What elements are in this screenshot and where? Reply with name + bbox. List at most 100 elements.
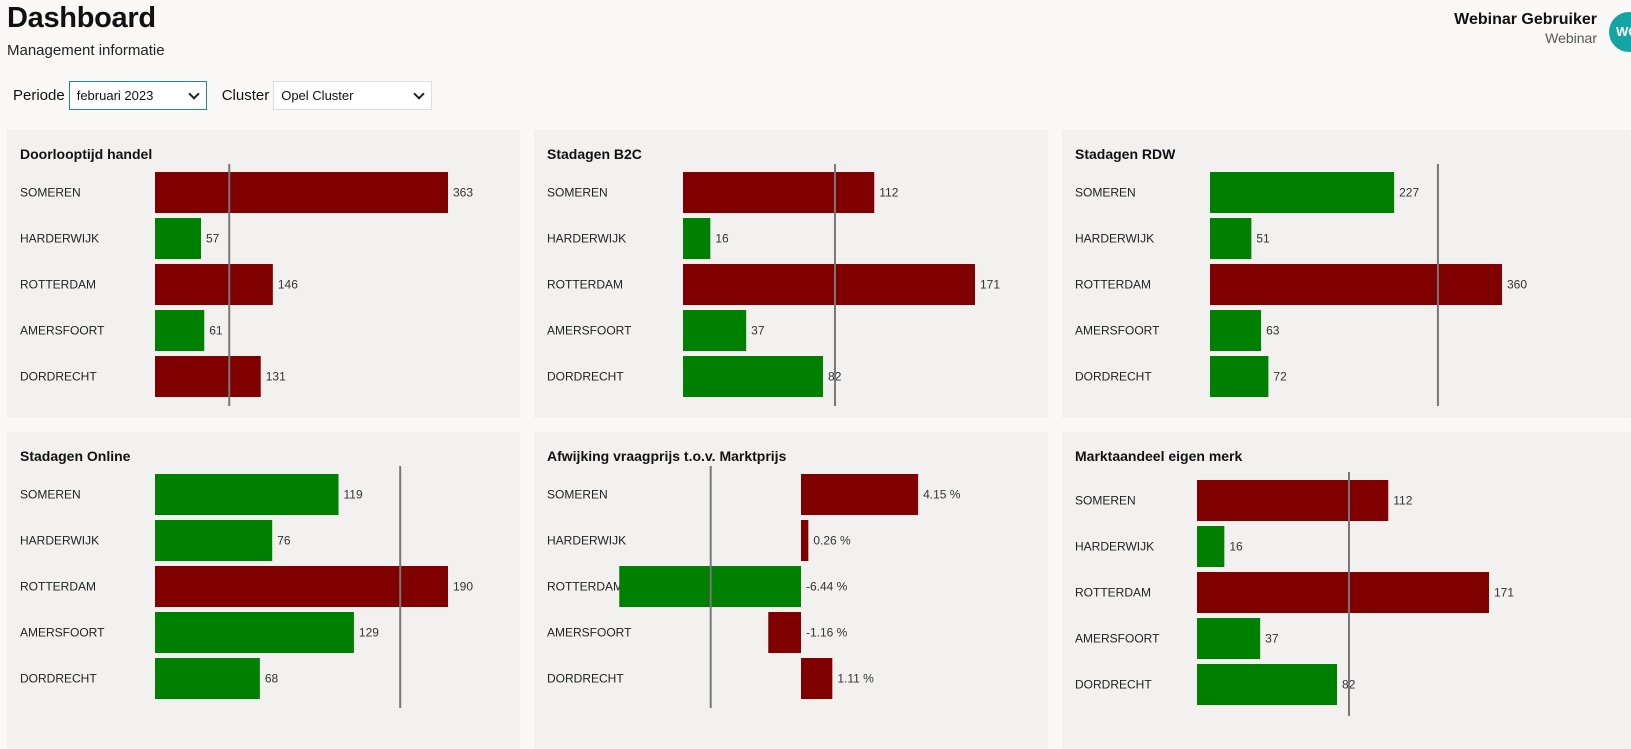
value-label: 227 <box>1399 186 1419 200</box>
periode-select[interactable]: februari 2023 <box>68 81 207 110</box>
bar <box>155 356 261 397</box>
bar <box>1210 218 1252 259</box>
bar <box>1210 264 1502 305</box>
chart-afwijking-vraagprijs: SOMEREN 4.15 % HARDERWIJK 0.26 % ROTTERDAM -6… <box>547 466 961 708</box>
panel-stadagen-rdw: Stadagen RDW SOMEREN 227 HARDERWIJK 51 ROTTE… <box>1062 130 1631 418</box>
value-label: 63 <box>1266 324 1280 338</box>
bar <box>1197 480 1389 521</box>
cluster-value: Opel Cluster <box>281 88 354 103</box>
category-label: SOMEREN <box>20 488 81 502</box>
value-label: 4.15 % <box>923 488 961 502</box>
avatar[interactable]: WG <box>1609 12 1631 52</box>
value-label: -1.16 % <box>806 626 848 640</box>
bar <box>801 658 833 699</box>
category-label: ROTTERDAM <box>547 580 623 594</box>
value-label: 131 <box>266 370 286 384</box>
page-subtitle: Management informatie <box>7 42 165 59</box>
page-title: Dashboard <box>7 2 156 34</box>
value-label: 171 <box>980 278 1000 292</box>
panel-stadagen-b2c: Stadagen B2C SOMEREN 112 HARDERWIJK 16 ROTTE… <box>534 130 1048 418</box>
value-label: 37 <box>1265 632 1279 646</box>
bar <box>1197 572 1489 613</box>
category-label: SOMEREN <box>20 186 81 200</box>
cluster-select[interactable]: Opel Cluster <box>273 81 433 110</box>
category-label: SOMEREN <box>547 186 608 200</box>
category-label: HARDERWIJK <box>547 534 626 548</box>
category-label: DORDRECHT <box>20 672 97 686</box>
bar <box>155 612 354 653</box>
panel-marktaandeel-eigen-merk: Marktaandeel eigen merk SOMEREN 112 HARDER… <box>1062 432 1631 749</box>
bar <box>155 310 205 351</box>
periode-label: Periode <box>13 87 65 104</box>
value-label: 171 <box>1494 586 1514 600</box>
bar <box>1197 618 1261 659</box>
bar <box>1197 664 1338 705</box>
panel-title: Afwijking vraagprijs t.o.v. Marktprijs <box>547 448 787 464</box>
user-role: Webinar <box>1545 30 1597 46</box>
category-label: SOMEREN <box>1075 186 1136 200</box>
bar <box>801 520 809 561</box>
value-label: 129 <box>359 626 379 640</box>
category-label: DORDRECHT <box>547 672 624 686</box>
category-label: SOMEREN <box>547 488 608 502</box>
category-label: AMERSFOORT <box>1075 632 1160 646</box>
category-label: DORDRECHT <box>1075 370 1152 384</box>
value-label: 1.11 % <box>837 672 874 686</box>
category-label: HARDERWIJK <box>1075 232 1154 246</box>
category-label: AMERSFOORT <box>547 324 632 338</box>
bar <box>683 310 747 351</box>
panel-afwijking-vraagprijs: Afwijking vraagprijs t.o.v. Marktprijs S… <box>534 432 1048 749</box>
panel-title: Doorlooptijd handel <box>20 146 153 162</box>
category-label: HARDERWIJK <box>20 534 99 548</box>
category-label: ROTTERDAM <box>1075 586 1151 600</box>
category-label: HARDERWIJK <box>1075 540 1154 554</box>
bar <box>155 474 339 515</box>
bar <box>683 172 875 213</box>
cluster-label: Cluster <box>221 87 270 104</box>
bar <box>1210 310 1262 351</box>
panel-title: Stadagen RDW <box>1075 146 1176 162</box>
panel-title: Marktaandeel eigen merk <box>1075 448 1243 464</box>
panel-doorlooptijd-handel: Doorlooptijd handel SOMEREN 363 HARDERWIJK… <box>7 130 520 418</box>
filter-bar: Periode februari 2023 Cluster Opel Clust… <box>13 81 433 110</box>
user-info[interactable]: Webinar Gebruiker Webinar <box>1454 11 1597 46</box>
chart-stadagen-rdw: SOMEREN 227 HARDERWIJK 51 ROTTERDAM 360 AMERSF… <box>1075 164 1527 406</box>
value-label: 190 <box>453 580 473 594</box>
value-label: 16 <box>1229 540 1243 554</box>
bar <box>683 264 975 305</box>
value-label: 112 <box>879 186 898 200</box>
value-label: 360 <box>1507 278 1527 292</box>
category-label: ROTTERDAM <box>20 278 96 292</box>
bar <box>155 566 448 607</box>
value-label: 16 <box>715 232 729 246</box>
chart-stadagen-online: SOMEREN 119 HARDERWIJK 76 ROTTERDAM 190 AMERSF… <box>20 466 473 708</box>
bar <box>683 356 824 397</box>
category-label: ROTTERDAM <box>547 278 623 292</box>
value-label: 37 <box>751 324 765 338</box>
category-label: HARDERWIJK <box>547 232 626 246</box>
chevron-down-icon <box>413 87 425 100</box>
category-label: AMERSFOORT <box>20 626 105 640</box>
category-label: ROTTERDAM <box>20 580 96 594</box>
category-label: AMERSFOORT <box>547 626 632 640</box>
category-label: DORDRECHT <box>1075 678 1152 692</box>
bar <box>801 474 919 515</box>
bar <box>155 520 273 561</box>
value-label: 57 <box>206 232 220 246</box>
category-label: DORDRECHT <box>547 370 624 384</box>
category-label: AMERSFOORT <box>1075 324 1160 338</box>
value-label: 61 <box>209 324 223 338</box>
bar <box>683 218 711 259</box>
value-label: 112 <box>1393 494 1412 508</box>
chevron-down-icon <box>188 87 200 100</box>
value-label: 363 <box>453 186 473 200</box>
value-label: 51 <box>1256 232 1270 246</box>
value-label: -6.44 % <box>806 580 848 594</box>
value-label: 68 <box>265 672 279 686</box>
bar <box>155 218 202 259</box>
bar <box>1210 172 1395 213</box>
value-label: 72 <box>1273 370 1287 384</box>
bar <box>155 658 260 699</box>
chart-marktaandeel-eigen-merk: SOMEREN 112 HARDERWIJK 16 ROTTERDAM 171 AMERSF… <box>1075 472 1514 716</box>
value-label: 0.26 % <box>813 534 851 548</box>
